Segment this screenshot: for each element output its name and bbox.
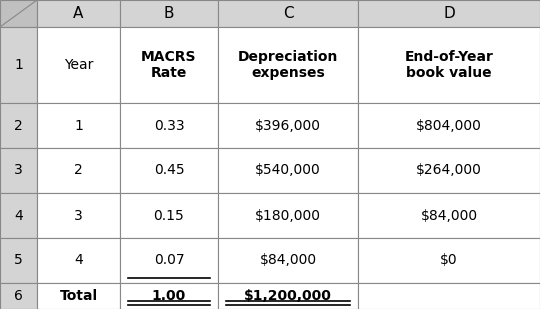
Text: 0.07: 0.07 — [154, 253, 184, 268]
Text: 6: 6 — [14, 289, 23, 303]
Text: A: A — [73, 6, 84, 21]
Text: End-of-Year
book value: End-of-Year book value — [404, 50, 494, 80]
Bar — [120, 238, 218, 283]
Bar — [358, 193, 540, 238]
Bar — [358, 0, 540, 27]
Bar — [37, 103, 120, 148]
Text: 0.45: 0.45 — [154, 163, 184, 177]
Text: $1,200,000: $1,200,000 — [244, 289, 332, 303]
Text: 3: 3 — [74, 209, 83, 222]
Bar — [358, 103, 540, 148]
Bar — [37, 193, 120, 238]
Text: 5: 5 — [14, 253, 23, 268]
Text: 2: 2 — [74, 163, 83, 177]
Bar — [218, 283, 358, 309]
Text: B: B — [164, 6, 174, 21]
Bar — [0, 148, 37, 193]
Text: $264,000: $264,000 — [416, 163, 482, 177]
Bar — [0, 238, 37, 283]
Text: 0.33: 0.33 — [154, 118, 184, 133]
Bar — [0, 193, 37, 238]
Bar — [120, 103, 218, 148]
Bar — [0, 103, 37, 148]
Text: $0: $0 — [440, 253, 458, 268]
Text: Total: Total — [59, 289, 98, 303]
Bar — [218, 193, 358, 238]
Bar — [218, 27, 358, 103]
Bar — [37, 0, 120, 27]
Text: $396,000: $396,000 — [255, 118, 321, 133]
Text: D: D — [443, 6, 455, 21]
Text: $84,000: $84,000 — [259, 253, 316, 268]
Bar — [358, 283, 540, 309]
Bar — [218, 238, 358, 283]
Text: Depreciation
expenses: Depreciation expenses — [238, 50, 338, 80]
Bar — [0, 27, 37, 103]
Bar — [0, 283, 37, 309]
Bar — [358, 27, 540, 103]
Text: 4: 4 — [14, 209, 23, 222]
Bar — [120, 0, 218, 27]
Bar — [120, 193, 218, 238]
Text: MACRS
Rate: MACRS Rate — [141, 50, 197, 80]
Bar — [0, 0, 37, 27]
Bar — [218, 103, 358, 148]
Text: 1.00: 1.00 — [152, 289, 186, 303]
Bar — [37, 27, 120, 103]
Bar — [37, 238, 120, 283]
Bar — [218, 148, 358, 193]
Text: 2: 2 — [14, 118, 23, 133]
Text: 1: 1 — [74, 118, 83, 133]
Text: 1: 1 — [14, 58, 23, 72]
Text: 3: 3 — [14, 163, 23, 177]
Bar — [120, 283, 218, 309]
Bar — [218, 0, 358, 27]
Bar — [358, 238, 540, 283]
Text: Year: Year — [64, 58, 93, 72]
Bar — [37, 283, 120, 309]
Bar — [358, 148, 540, 193]
Text: $540,000: $540,000 — [255, 163, 321, 177]
Bar — [120, 148, 218, 193]
Text: C: C — [282, 6, 293, 21]
Text: $804,000: $804,000 — [416, 118, 482, 133]
Text: 0.15: 0.15 — [153, 209, 184, 222]
Text: $84,000: $84,000 — [421, 209, 477, 222]
Text: 4: 4 — [74, 253, 83, 268]
Text: $180,000: $180,000 — [255, 209, 321, 222]
Bar — [37, 148, 120, 193]
Bar — [120, 27, 218, 103]
